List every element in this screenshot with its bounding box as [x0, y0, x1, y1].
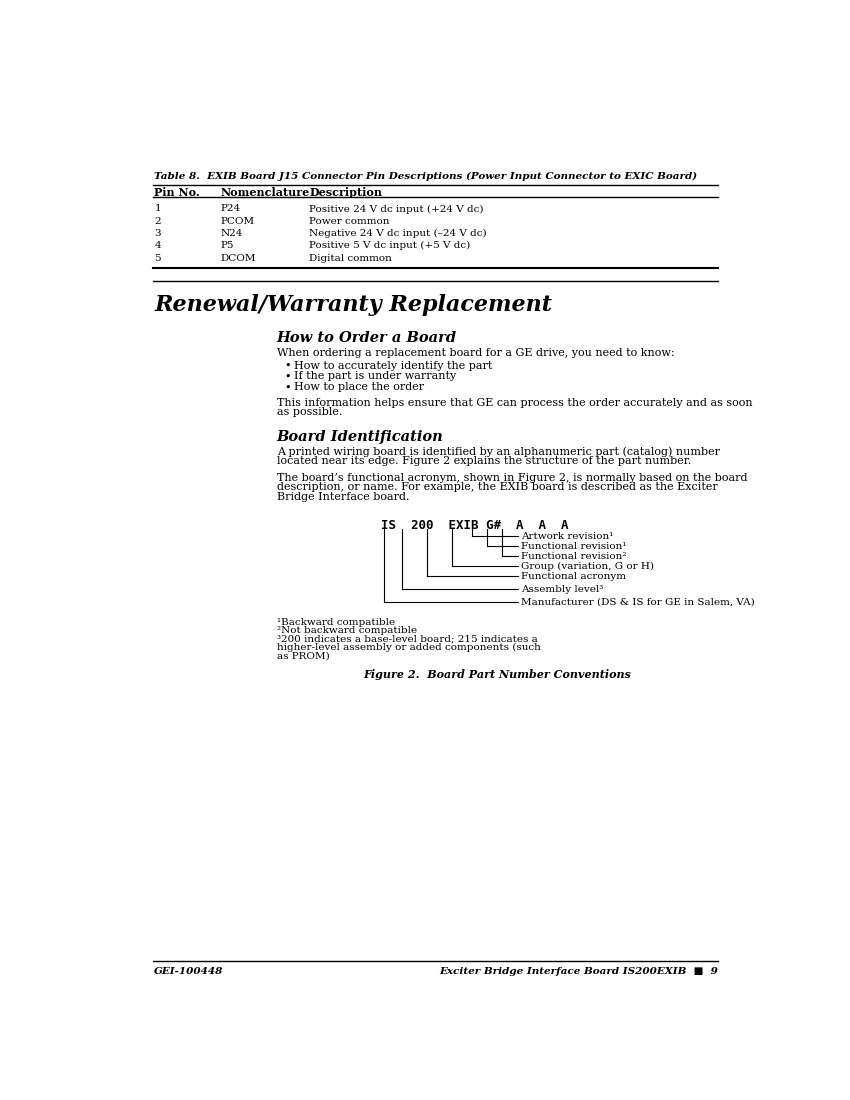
Text: 3: 3 [155, 229, 161, 238]
Text: IS  200  EXIB G#  A  A  A: IS 200 EXIB G# A A A [382, 519, 569, 532]
Text: PCOM: PCOM [220, 217, 254, 226]
Text: ¹Backward compatible: ¹Backward compatible [277, 618, 395, 627]
Text: 5: 5 [155, 254, 161, 263]
Text: •: • [285, 372, 291, 382]
Text: How to Order a Board: How to Order a Board [277, 331, 457, 344]
Text: Negative 24 V dc input (–24 V dc): Negative 24 V dc input (–24 V dc) [309, 229, 487, 238]
Text: 4: 4 [155, 241, 161, 251]
Text: DCOM: DCOM [220, 254, 256, 263]
Text: If the part is under warranty: If the part is under warranty [294, 372, 456, 382]
Text: as possible.: as possible. [277, 407, 342, 417]
Text: 1: 1 [155, 205, 161, 213]
Text: 2: 2 [155, 217, 161, 226]
Text: higher-level assembly or added components (such: higher-level assembly or added component… [277, 644, 541, 652]
Text: located near its edge. Figure 2 explains the structure of the part number.: located near its edge. Figure 2 explains… [277, 456, 691, 466]
Text: Table 8.  EXIB Board J15 Connector Pin Descriptions (Power Input Connector to EX: Table 8. EXIB Board J15 Connector Pin De… [155, 172, 697, 182]
Text: P24: P24 [220, 205, 241, 213]
Text: ²Not backward compatible: ²Not backward compatible [277, 626, 416, 636]
Text: The board’s functional acronym, shown in Figure 2, is normally based on the boar: The board’s functional acronym, shown in… [277, 473, 747, 483]
Text: description, or name. For example, the EXIB board is described as the Exciter: description, or name. For example, the E… [277, 482, 717, 493]
Text: Manufacturer (DS & IS for GE in Salem, VA): Manufacturer (DS & IS for GE in Salem, V… [521, 598, 755, 607]
Text: Power common: Power common [309, 217, 390, 226]
Text: This information helps ensure that GE can process the order accurately and as so: This information helps ensure that GE ca… [277, 397, 752, 408]
Text: Functional revision¹: Functional revision¹ [521, 542, 626, 551]
Text: When ordering a replacement board for a GE drive, you need to know:: When ordering a replacement board for a … [277, 348, 674, 358]
Text: Pin No.: Pin No. [155, 187, 200, 198]
Text: Artwork revision¹: Artwork revision¹ [521, 531, 613, 541]
Text: GEI-100448: GEI-100448 [155, 967, 224, 976]
Text: Group (variation, G or H): Group (variation, G or H) [521, 562, 654, 571]
Text: Positive 5 V dc input (+5 V dc): Positive 5 V dc input (+5 V dc) [309, 241, 471, 251]
Text: Functional revision²: Functional revision² [521, 552, 626, 561]
Text: Board Identification: Board Identification [277, 430, 444, 444]
Text: Description: Description [309, 187, 382, 198]
Text: P5: P5 [220, 241, 234, 251]
Text: Functional acronym: Functional acronym [521, 572, 626, 581]
Text: Figure 2.  Board Part Number Conventions: Figure 2. Board Part Number Conventions [364, 670, 632, 681]
Text: Assembly level³: Assembly level³ [521, 585, 603, 594]
Text: How to place the order: How to place the order [294, 383, 424, 393]
Text: Digital common: Digital common [309, 254, 392, 263]
Text: Renewal/Warranty Replacement: Renewal/Warranty Replacement [155, 294, 552, 316]
Text: N24: N24 [220, 229, 242, 238]
Text: A printed wiring board is identified by an alphanumeric part (catalog) number: A printed wiring board is identified by … [277, 447, 720, 458]
Text: How to accurately identify the part: How to accurately identify the part [294, 361, 492, 371]
Text: Nomenclature: Nomenclature [220, 187, 309, 198]
Text: ³200 indicates a base-level board; 215 indicates a: ³200 indicates a base-level board; 215 i… [277, 635, 537, 643]
Text: Bridge Interface board.: Bridge Interface board. [277, 492, 409, 502]
Text: Positive 24 V dc input (+24 V dc): Positive 24 V dc input (+24 V dc) [309, 205, 484, 213]
Text: as PROM): as PROM) [277, 651, 330, 661]
Text: •: • [285, 383, 291, 393]
Text: Exciter Bridge Interface Board IS200EXIB  ■  9: Exciter Bridge Interface Board IS200EXIB… [439, 967, 718, 976]
Text: •: • [285, 361, 291, 371]
